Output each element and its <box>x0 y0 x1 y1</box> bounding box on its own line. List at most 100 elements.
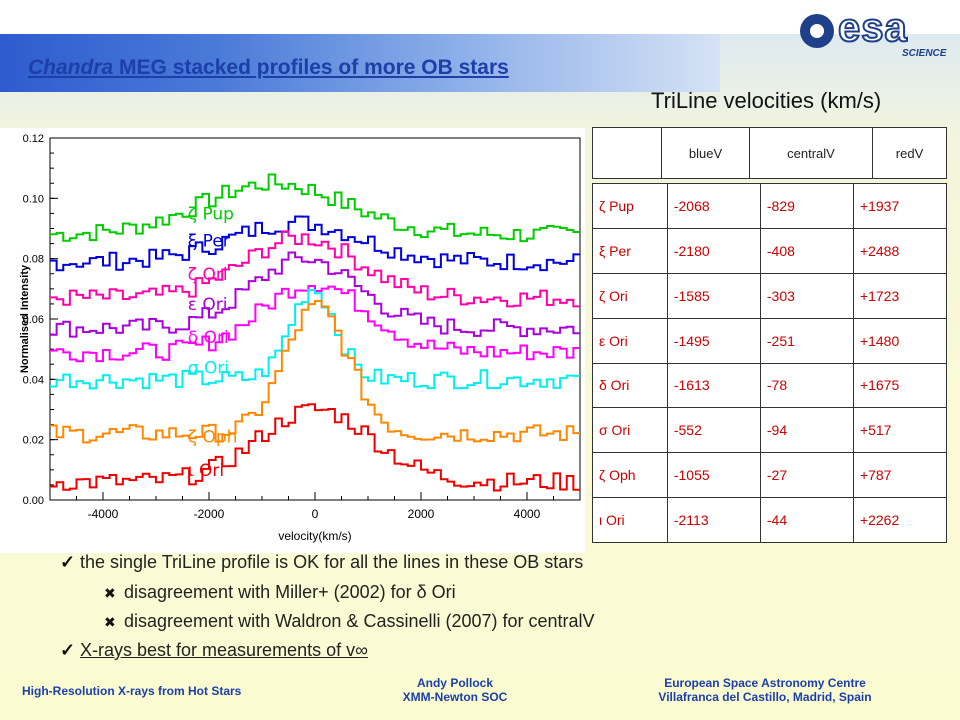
cell-star: σ Ori <box>592 407 668 454</box>
cell-bluev: -1613 <box>666 362 761 409</box>
bullet-text: X-rays best for measurements of v∞ <box>80 640 368 660</box>
cell-star: δ Ori <box>592 362 668 409</box>
table-row: ζ Oph -1055 -27 +787 <box>592 452 948 499</box>
cell-bluev: -2068 <box>666 183 761 229</box>
series-line <box>50 251 580 338</box>
cell-star: ι Ori <box>592 497 668 543</box>
cell-redv: +2262 <box>852 497 948 543</box>
cell-centralv: -27 <box>759 452 854 499</box>
bullet-3: ✖ disagreement with Waldron & Cassinelli … <box>104 611 595 632</box>
header-blank-cell <box>592 127 662 179</box>
series-label: δ Ori <box>188 328 229 348</box>
series-label: ξ Per <box>188 232 230 252</box>
series-label: ζ Pup <box>188 204 234 224</box>
footer-center: Andy Pollock XMM-Newton SOC <box>380 676 530 704</box>
slide-title: Chandra MEG stacked profiles of more OB … <box>28 56 509 80</box>
title-bar <box>0 34 720 92</box>
cell-redv: +1723 <box>852 272 948 319</box>
cross-icon: ✖ <box>104 585 116 601</box>
logo-text: esa <box>837 5 908 51</box>
bullet-4: ✓ X-rays best for measurements of v∞ <box>60 640 368 661</box>
bullet-2: ✖ disagreement with Miller+ (2002) for δ … <box>104 582 456 603</box>
cell-redv: +517 <box>852 407 948 454</box>
series-line <box>50 299 580 444</box>
footer-place: Villafranca del Castillo, Madrid, Spain <box>658 690 872 704</box>
series-label: ζ Oph <box>188 428 238 448</box>
cell-centralv: -408 <box>759 227 854 274</box>
check-icon: ✓ <box>60 552 76 572</box>
x-tick-label: 2000 <box>408 507 435 521</box>
x-tick-label: 0 <box>312 507 319 521</box>
cell-redv: +1480 <box>852 317 948 364</box>
table-row: ξ Per -2180 -408 +2488 <box>592 227 948 274</box>
table-row: ζ Pup -2068 -829 +1937 <box>592 183 948 229</box>
y-tick-label: 0.12 <box>23 133 44 145</box>
series-line <box>50 230 580 308</box>
footer-left: High-Resolution X-rays from Hot Stars <box>22 684 242 698</box>
cell-bluev: -1055 <box>666 452 761 499</box>
y-tick-label: 0.04 <box>23 374 44 386</box>
title-italic: Chandra <box>28 56 114 79</box>
footer-org: XMM-Newton SOC <box>402 690 508 704</box>
series-line <box>50 289 580 390</box>
table-row: σ Ori -552 -94 +517 <box>592 407 948 454</box>
bullet-text: the single TriLine profile is OK for all… <box>80 552 584 572</box>
table-row: ζ Ori -1585 -303 +1723 <box>592 272 948 319</box>
cell-redv: +1937 <box>852 183 948 229</box>
title-rest: MEG stacked profiles of more OB stars <box>113 56 509 79</box>
series-line <box>50 285 580 363</box>
cell-bluev: -2180 <box>666 227 761 274</box>
series-line <box>50 173 580 243</box>
cell-centralv: -44 <box>759 497 854 543</box>
cell-star: ζ Ori <box>592 272 668 319</box>
cell-centralv: -829 <box>759 183 854 229</box>
x-axis-label: velocity(km/s) <box>278 529 351 543</box>
logo-science-text: SCIENCE <box>902 48 947 59</box>
series-label: ι Ori <box>188 461 224 481</box>
footer-author: Andy Pollock <box>416 676 493 690</box>
y-tick-label: 0.08 <box>23 254 44 266</box>
cell-redv: +2488 <box>852 227 948 274</box>
series-label: ζ Ori <box>188 265 228 285</box>
x-tick-label: -2000 <box>194 507 225 521</box>
header-centralv: centralV <box>748 127 874 179</box>
x-tick-label: -4000 <box>88 507 119 521</box>
table-header: blueV centralV redV <box>592 127 947 179</box>
series-line <box>50 215 580 272</box>
cell-redv: +1675 <box>852 362 948 409</box>
cell-bluev: -1495 <box>666 317 761 364</box>
cell-bluev: -1585 <box>666 272 761 319</box>
check-icon: ✓ <box>60 640 76 660</box>
y-tick-label: 0.02 <box>23 435 44 447</box>
velocity-table: ζ Pup -2068 -829 +1937 ξ Per -2180 -408 +2488 ζ … <box>592 183 948 543</box>
bullet-text: disagreement with Waldron & Cassinelli (… <box>124 611 595 631</box>
esa-logo: esa SCIENCE <box>790 5 950 66</box>
footer-right: European Space Astronomy Centre Villafra… <box>600 676 930 704</box>
cross-icon: ✖ <box>104 614 116 630</box>
cell-centralv: -94 <box>759 407 854 454</box>
cell-bluev: -2113 <box>666 497 761 543</box>
y-tick-label: 0.06 <box>23 314 44 326</box>
y-axis-label: Normalised Intensity <box>19 264 31 373</box>
esa-logo-icon <box>800 14 834 48</box>
stacked-profiles-chart: 0.00 0.02 0.04 0.06 0.08 0.10 0.12 -4000 -2000 0 2… <box>19 133 581 543</box>
table-row: δ Ori -1613 -78 +1675 <box>592 362 948 409</box>
bullet-1: ✓ the single TriLine profile is OK for al… <box>60 552 583 573</box>
header-redv: redV <box>872 127 947 179</box>
cell-star: ζ Oph <box>592 452 668 499</box>
table-row: ι Ori -2113 -44 +2262 <box>592 497 948 543</box>
table-row: ε Ori -1495 -251 +1480 <box>592 317 948 364</box>
cell-bluev: -552 <box>666 407 761 454</box>
cell-redv: +787 <box>852 452 948 499</box>
series-line <box>50 403 580 492</box>
cell-star: ζ Pup <box>592 183 668 229</box>
cell-centralv: -303 <box>759 272 854 319</box>
cell-star: ε Ori <box>592 317 668 364</box>
cell-centralv: -251 <box>759 317 854 364</box>
chart-panel: 0.00 0.02 0.04 0.06 0.08 0.10 0.12 -4000 -2000 0 2… <box>0 128 585 553</box>
series-label: ε Ori <box>188 295 228 315</box>
table-title: TriLine velocities (km/s) <box>651 88 882 113</box>
bullet-text: disagreement with Miller+ (2002) for δ O… <box>124 582 456 602</box>
cell-star: ξ Per <box>592 227 668 274</box>
y-tick-label: 0.00 <box>23 495 44 507</box>
